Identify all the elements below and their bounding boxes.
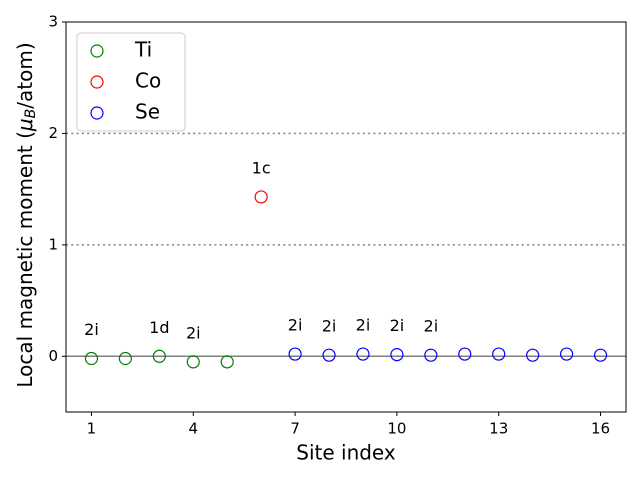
- point: [560, 347, 574, 361]
- point: [254, 190, 268, 204]
- point: [356, 347, 370, 361]
- point: [526, 348, 540, 362]
- y-label-part: B: [23, 109, 39, 119]
- annotation: 1d: [149, 318, 169, 337]
- annotation: 2i: [322, 317, 337, 336]
- point: [593, 348, 608, 362]
- y-tick-label: 1: [48, 235, 58, 253]
- point: [322, 348, 336, 362]
- point: [186, 355, 200, 369]
- annotation: 2i: [390, 316, 405, 335]
- legend-box: [76, 32, 186, 132]
- x-tick-label: 1: [87, 420, 97, 438]
- point: [390, 348, 404, 362]
- plot-frame: [65, 21, 627, 413]
- x-tick-label: 10: [387, 420, 406, 438]
- y-label-part: μ: [13, 118, 37, 132]
- annotation: 2i: [84, 320, 99, 339]
- legend-marker: [90, 75, 104, 89]
- point: [288, 347, 302, 361]
- y-tick-label: 2: [48, 124, 58, 142]
- y-label-part: /atom): [13, 42, 37, 108]
- legend-label: Ti: [134, 38, 152, 62]
- x-tick-label: 13: [489, 420, 508, 438]
- annotation: 1c: [252, 158, 271, 177]
- y-tick-label: 0: [48, 347, 58, 365]
- x-tick-label: 7: [290, 420, 300, 438]
- annotation: 2i: [186, 323, 201, 342]
- annotation: 2i: [288, 316, 303, 335]
- legend-label: Se: [135, 100, 160, 124]
- point: [492, 347, 506, 361]
- x-tick-label: 16: [591, 420, 610, 438]
- y-label-part: Local magnetic moment (: [13, 131, 37, 388]
- x-tick-label: 4: [188, 420, 198, 438]
- point: [118, 351, 132, 366]
- point: [152, 349, 166, 363]
- point: [424, 348, 438, 362]
- y-tick-label: 3: [48, 13, 58, 31]
- y-axis-label: Local magnetic moment (μB/atom): [13, 42, 40, 387]
- legend-marker: [90, 106, 104, 120]
- annotation: 2i: [424, 317, 439, 336]
- legend-label: Co: [135, 69, 161, 93]
- legend-marker: [90, 44, 104, 58]
- annotation: 2i: [356, 316, 371, 335]
- point: [458, 347, 472, 361]
- point: [220, 355, 234, 369]
- x-axis-label: Site index: [296, 441, 396, 465]
- point: [84, 351, 99, 366]
